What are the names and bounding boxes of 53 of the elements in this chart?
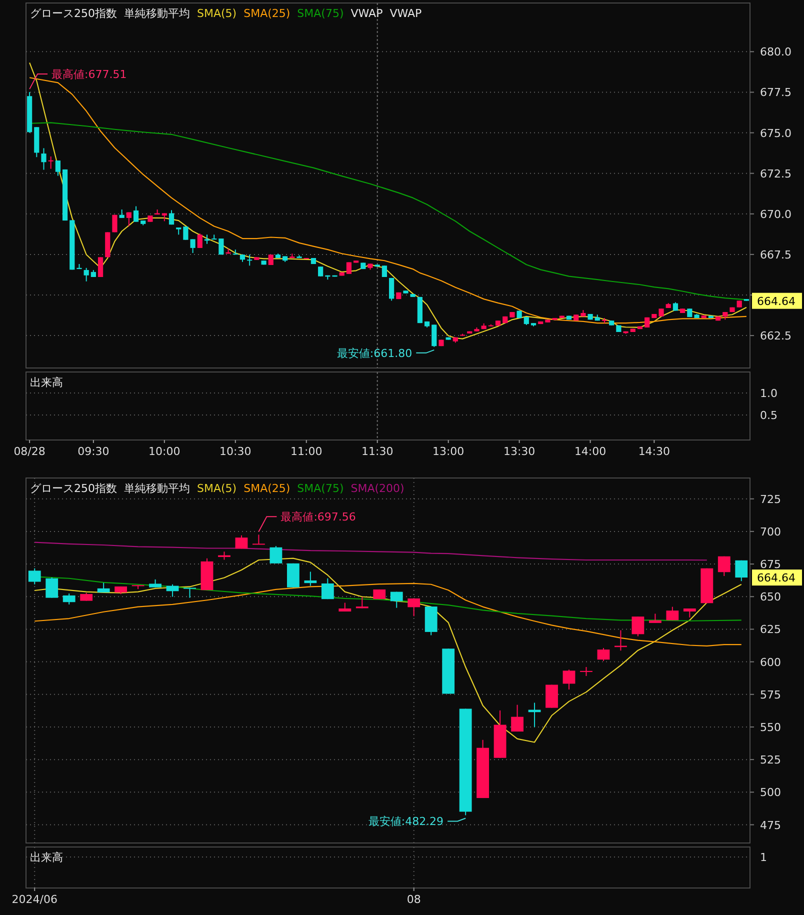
x-tick-label: 13:00: [432, 445, 464, 458]
text: 0.5: [760, 409, 778, 422]
x-tick-label: 14:30: [638, 445, 670, 458]
text: SMA(25): [244, 482, 290, 495]
annotation: 最高値:677.51: [52, 68, 127, 82]
y-tick-label: 680.0: [760, 46, 792, 59]
text: SMA(25): [244, 7, 290, 20]
y-tick-label: 677.5: [760, 86, 792, 100]
chart-title: グロース250指数: [30, 482, 117, 495]
x-tick-label: 08: [406, 893, 421, 906]
y-tick-label: 725: [760, 492, 781, 506]
annotation: 最高値:697.56: [280, 510, 356, 524]
y-tick-label: 500: [760, 786, 781, 800]
y-tick-label: 475: [760, 818, 781, 832]
y-tick-label: 670.0: [760, 208, 792, 221]
y-tick-label: 672.5: [760, 167, 792, 180]
text: 1.0: [760, 387, 778, 400]
chart-subtitle: 単純移動平均: [124, 482, 190, 495]
chart-title: グロース250指数: [30, 7, 117, 20]
chart-subtitle: 単純移動平均: [124, 7, 190, 20]
text: 出来高: [30, 376, 63, 389]
annotation: 最安値:482.29: [368, 815, 444, 828]
y-tick-label: 650: [760, 590, 781, 604]
text: SMA(5): [197, 482, 237, 495]
x-tick-label: 08/28: [14, 445, 46, 458]
text: 664.64: [757, 294, 796, 308]
x-tick-label: 14:00: [574, 445, 606, 458]
text: SMA(200): [350, 482, 404, 495]
text: 664.64: [757, 572, 796, 585]
y-tick-label: 675.0: [760, 126, 792, 140]
text: SMA(5): [197, 7, 237, 20]
annotation: VWAP: [350, 7, 384, 20]
annotation: 最安値:661.80: [336, 346, 412, 360]
x-tick-label: 13:30: [503, 445, 536, 458]
x-tick-label: 11:00: [290, 445, 322, 458]
y-tick-label: 700: [760, 525, 781, 538]
y-tick-label: 662.5: [760, 330, 792, 343]
y-tick-label: 667.5: [760, 248, 792, 262]
y-tick-label: 550: [760, 720, 781, 734]
x-tick-label: 10:00: [148, 445, 180, 458]
y-tick-label: 525: [760, 754, 781, 767]
annotation: VWAP: [390, 7, 422, 20]
y-tick-label: 625: [760, 623, 781, 636]
y-tick-label: 575: [760, 688, 781, 702]
x-tick-label: 09:30: [78, 445, 110, 458]
text: SMA(75): [297, 482, 344, 495]
x-tick-label: 11:30: [362, 445, 394, 458]
text: SMA(75): [297, 7, 344, 20]
y-tick-label: 600: [760, 656, 781, 669]
y-tick-label: 675: [760, 558, 781, 572]
x-tick-label: 2024/06: [12, 893, 58, 906]
text: 1: [760, 851, 767, 864]
x-tick-label: 10:30: [220, 445, 252, 458]
